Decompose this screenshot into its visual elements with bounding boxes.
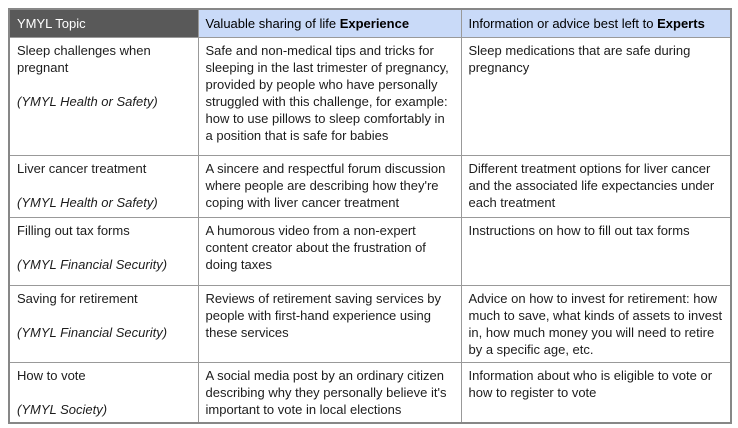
topic-category: (YMYL Health or Safety) (17, 93, 158, 109)
header-experts-bold: Experts (657, 15, 705, 31)
table-row: How to vote (YMYL Society) A social medi… (8, 361, 732, 423)
header-experts-prefix: Information or advice best left to (468, 15, 658, 31)
experts-cell: Different treatment options for liver ca… (460, 154, 732, 218)
topic-category: (YMYL Health or Safety) (17, 194, 158, 210)
ymyl-topics-table: YMYL Topic Valuable sharing of life Expe… (8, 8, 732, 424)
header-experience-bold: Experience (339, 15, 410, 31)
topic-category: (YMYL Society) (17, 401, 108, 417)
header-experience: Valuable sharing of life Experience (197, 8, 462, 38)
topic-title: Saving for retirement (17, 290, 138, 306)
experience-cell: A sincere and respectful forum discussio… (197, 154, 462, 218)
header-experience-prefix: Valuable sharing of life (205, 15, 340, 31)
experience-cell: Reviews of retirement saving services by… (197, 284, 462, 363)
topic-category: (YMYL Financial Security) (17, 256, 168, 272)
table-row: Liver cancer treatment (YMYL Health or S… (8, 154, 732, 218)
header-row: YMYL Topic Valuable sharing of life Expe… (8, 8, 732, 38)
topic-title: How to vote (17, 367, 86, 383)
table-row: Filling out tax forms (YMYL Financial Se… (8, 216, 732, 286)
experts-cell: Information about who is eligible to vot… (460, 361, 732, 423)
experience-cell: A social media post by an ordinary citiz… (197, 361, 462, 423)
experts-cell: Advice on how to invest for retirement: … (460, 284, 732, 363)
topic-cell: How to vote (YMYL Society) (8, 361, 199, 423)
topic-title: Filling out tax forms (17, 222, 130, 238)
experience-cell: A humorous video from a non-expert conte… (197, 216, 462, 286)
header-experts: Information or advice best left to Exper… (460, 8, 732, 38)
topic-cell: Liver cancer treatment (YMYL Health or S… (8, 154, 199, 218)
topic-cell: Filling out tax forms (YMYL Financial Se… (8, 216, 199, 286)
table-row: Saving for retirement (YMYL Financial Se… (8, 284, 732, 363)
header-ymyl-topic: YMYL Topic (8, 8, 199, 38)
experience-cell: Safe and non-medical tips and tricks for… (197, 36, 462, 156)
topic-title: Sleep challenges when pregnant (17, 42, 151, 75)
topic-cell: Saving for retirement (YMYL Financial Se… (8, 284, 199, 363)
topic-title: Liver cancer treatment (17, 160, 147, 176)
topic-category: (YMYL Financial Security) (17, 324, 168, 340)
experts-cell: Instructions on how to fill out tax form… (460, 216, 732, 286)
experts-cell: Sleep medications that are safe during p… (460, 36, 732, 156)
table-row: Sleep challenges when pregnant (YMYL Hea… (8, 36, 732, 156)
topic-cell: Sleep challenges when pregnant (YMYL Hea… (8, 36, 199, 156)
